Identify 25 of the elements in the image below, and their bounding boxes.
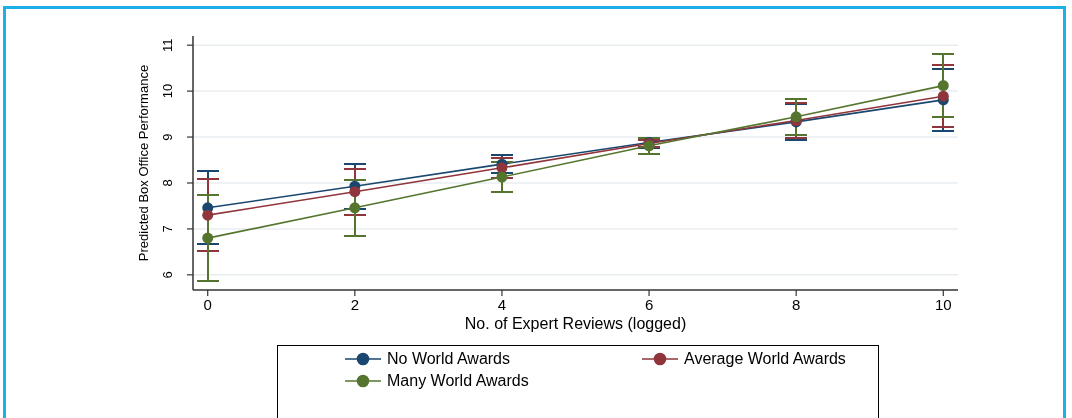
x-tick-label: 8 (792, 296, 801, 313)
y-tick-label: 6 (160, 271, 175, 279)
y-tick-label: 8 (160, 179, 175, 187)
legend-label: No World Awards (387, 350, 511, 368)
y-tick-label: 7 (160, 225, 175, 233)
x-tick-label: 0 (203, 296, 212, 313)
point (349, 186, 361, 198)
y-tick-label: 10 (160, 83, 175, 99)
x-tick-label: 4 (497, 296, 507, 313)
point (496, 171, 508, 183)
x-tick-label: 2 (350, 296, 359, 313)
point (790, 111, 802, 123)
point (937, 80, 949, 92)
x-tick-label: 6 (644, 296, 654, 313)
point (202, 232, 214, 244)
y-axis-title: Predicted Box Office Performance (136, 64, 151, 262)
x-tick-label: 10 (934, 296, 952, 313)
legend-label: Average World Awards (684, 350, 846, 368)
legend-label: Many World Awards (387, 372, 529, 390)
x-axis-title: No. of Expert Reviews (logged) (464, 315, 687, 332)
y-tick-label: 11 (160, 38, 175, 52)
point (937, 90, 949, 102)
point (349, 202, 361, 214)
point (202, 209, 214, 221)
y-tick-label: 9 (160, 133, 175, 141)
